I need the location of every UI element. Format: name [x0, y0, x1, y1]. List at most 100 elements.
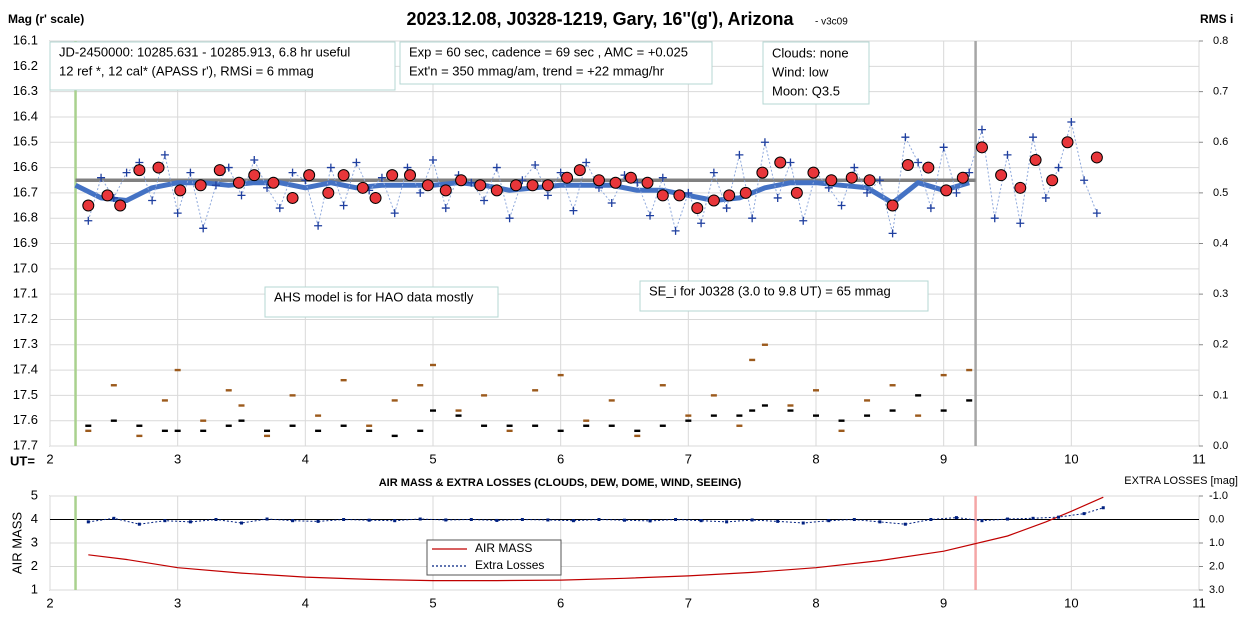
square-point [801, 521, 805, 525]
dash-point [110, 384, 117, 387]
series [82, 136, 1103, 215]
plus-point [748, 214, 757, 223]
plus-point [939, 143, 948, 152]
average-point [386, 169, 399, 182]
dash-point [161, 399, 168, 402]
y-tick-label: 5 [31, 487, 38, 502]
square-point [852, 518, 856, 521]
average-point [322, 186, 335, 199]
dash-point [200, 429, 207, 433]
average-point [940, 184, 953, 197]
plus-point [416, 188, 425, 197]
plus-point [977, 125, 986, 134]
y-tick-label: 16.5 [13, 134, 38, 149]
average-point [286, 191, 299, 204]
plus-point [646, 211, 655, 220]
average-point [455, 174, 468, 187]
average-point [194, 179, 207, 192]
plus-point [84, 216, 93, 225]
square-point [418, 517, 422, 521]
y2-tick-label: 0.4 [1213, 237, 1228, 249]
dash-point [136, 424, 143, 427]
average-point [863, 174, 876, 187]
plus-point [850, 163, 859, 172]
plus-point [377, 173, 386, 182]
square-point [776, 519, 780, 523]
dash-point [417, 429, 424, 433]
dash-point [557, 373, 564, 377]
dash-point [813, 389, 819, 392]
plus-point [467, 178, 476, 187]
average-point [656, 189, 669, 202]
dash-point [455, 414, 462, 417]
dash-point [315, 414, 322, 417]
plus-point [582, 158, 591, 167]
annotation-box [399, 41, 713, 85]
average-point [369, 191, 382, 204]
plus-point [199, 224, 208, 233]
plus-point [288, 168, 297, 177]
y-tick-label: 16.4 [13, 108, 38, 123]
average-point [541, 179, 554, 192]
y-tick-label: 16.6 [13, 159, 38, 174]
x-tick-label: 6 [557, 451, 564, 466]
square-point [827, 519, 831, 523]
dash-point [532, 424, 539, 427]
dash-point [506, 429, 513, 433]
y2-axis-label: RMS i [1200, 12, 1233, 26]
y-tick-label: 16.3 [13, 83, 38, 98]
square-point [597, 518, 601, 521]
legend-label: AIR MASS [475, 541, 532, 555]
y-tick-label: 17.3 [13, 336, 38, 351]
dash-point [174, 429, 181, 433]
plus-point [1054, 163, 1063, 172]
y2-tick-label: 0.2 [1213, 339, 1228, 351]
dash-point [315, 429, 322, 433]
plus-point [799, 216, 808, 225]
average-point [526, 179, 539, 192]
average-point [739, 186, 752, 199]
y-tick-label: 1 [31, 581, 38, 596]
annotation-text: Ext'n = 350 mmag/am, trend = +22 mmag/hr [409, 63, 665, 78]
plus-point [250, 155, 259, 164]
plus-point [160, 150, 169, 159]
square-point [980, 519, 984, 523]
dash-point [481, 424, 488, 427]
chart-title: 2023.12.08, J0328-1219, Gary, 16''(g'), … [406, 9, 794, 29]
dash-point [506, 424, 513, 427]
y-tick-label: 3 [31, 534, 38, 549]
y2-tick-label: 0.3 [1213, 288, 1228, 300]
annotation-text: Exp = 60 sec, cadence = 69 sec , AMC = +… [409, 44, 688, 59]
plus-point [186, 168, 195, 177]
dash-point [966, 368, 973, 372]
plus-point [888, 229, 897, 238]
average-point [707, 194, 720, 207]
y-tick-label: 16.2 [13, 58, 38, 73]
average-point [1029, 153, 1042, 166]
annotation-text: JD-2450000: 10285.631 - 10285.913, 6.8 h… [59, 44, 350, 59]
dash-point [838, 429, 845, 433]
x-tick-label: 3 [174, 595, 181, 610]
x-tick-label: 3 [174, 451, 181, 466]
plus-point [518, 176, 527, 185]
square-point [495, 518, 499, 522]
dash-point [736, 414, 743, 417]
dash-point [289, 424, 296, 427]
average-point [421, 179, 434, 192]
plus-point [569, 206, 578, 215]
square-point [188, 520, 192, 524]
plus-point [952, 188, 961, 197]
average-point [723, 189, 736, 202]
annotation-text: Wind: low [772, 64, 829, 79]
chart-title: AIR MASS & EXTRA LOSSES (CLOUDS, DEW, DO… [379, 477, 742, 489]
y2-tick-label: 0.0 [1209, 513, 1224, 525]
dash-point [685, 419, 692, 422]
y2-tick-label: 0.0 [1213, 440, 1228, 452]
dash-point [608, 399, 615, 402]
dash-point [289, 394, 296, 397]
dash-point [889, 409, 896, 412]
plus-point [697, 219, 706, 228]
square-point [316, 519, 320, 523]
annotation-box [264, 286, 499, 318]
average-point [807, 166, 820, 179]
